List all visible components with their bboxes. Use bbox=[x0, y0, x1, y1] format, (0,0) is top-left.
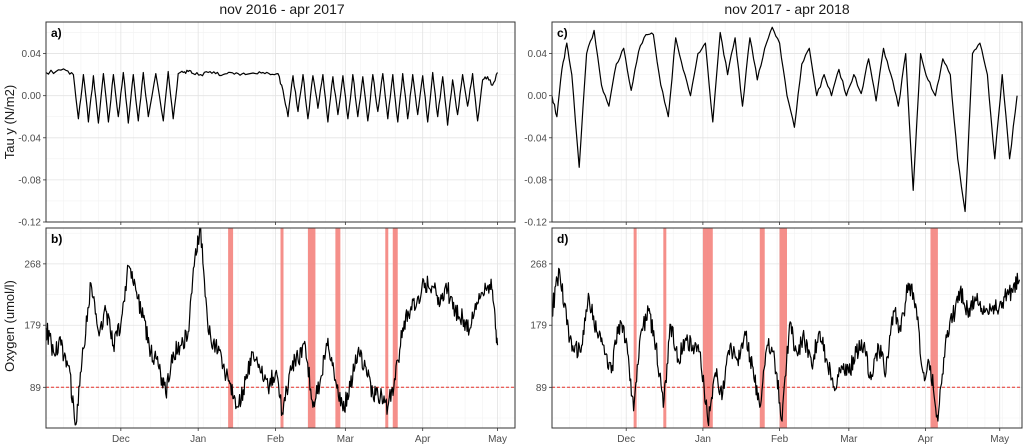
panel-a: DecJanFebMarAprMay0.040.00-0.04-0.08-0.1… bbox=[18, 21, 516, 239]
x-tick-label: Apr bbox=[918, 434, 934, 445]
x-tick-label: May bbox=[990, 434, 1009, 445]
x-tick-label: Dec bbox=[112, 434, 130, 445]
highlight-span bbox=[335, 228, 341, 428]
panel-c: DecJanFebMarAprMay0.040.00-0.04-0.08-0.1… bbox=[524, 21, 1023, 239]
y-tick-label: -0.08 bbox=[524, 175, 547, 186]
y-tick-label: -0.08 bbox=[18, 175, 41, 186]
y-tick-label: 89 bbox=[536, 383, 548, 394]
y-tick-label: 0.00 bbox=[528, 91, 548, 102]
series-line bbox=[45, 68, 499, 126]
y-tick-label: 268 bbox=[530, 259, 547, 270]
x-tick-label: Jan bbox=[695, 434, 711, 445]
ylabel-tau: Tau y (N/m2) bbox=[2, 85, 17, 159]
y-tick-label: 179 bbox=[24, 321, 41, 332]
series-line bbox=[45, 227, 499, 426]
panel-border bbox=[551, 227, 1023, 429]
panel-background bbox=[46, 22, 515, 222]
y-tick-label: 0.00 bbox=[22, 91, 42, 102]
highlight-span bbox=[702, 228, 713, 428]
panel-border bbox=[45, 21, 516, 223]
y-tick-label: 179 bbox=[530, 321, 547, 332]
y-tick-label: 268 bbox=[24, 259, 41, 270]
panel-b: Dec Jan Feb Mar Apr May 268 179 89 b) bbox=[24, 227, 516, 445]
highlight-span bbox=[759, 228, 765, 428]
panel-d: Dec Jan Feb Mar Apr May 268 179 89 d) bbox=[530, 227, 1023, 445]
highlight-span bbox=[385, 228, 389, 428]
series-line bbox=[551, 26, 1018, 213]
x-tick-label: Mar bbox=[840, 434, 858, 445]
column-title-right: nov 2017 - apr 2018 bbox=[724, 1, 850, 17]
highlight-span bbox=[633, 228, 637, 428]
highlight-span bbox=[392, 228, 398, 428]
highlight-span bbox=[307, 228, 316, 428]
y-tick-label: -0.12 bbox=[18, 218, 41, 229]
panel-background bbox=[552, 22, 1022, 222]
highlight-span bbox=[930, 228, 938, 428]
x-tick-label: Feb bbox=[267, 434, 285, 445]
panel-tag: a) bbox=[51, 26, 62, 40]
panel-tag: c) bbox=[557, 26, 568, 40]
panel-tag: d) bbox=[557, 232, 568, 246]
ylabel-oxygen: Oxygen (umol/l) bbox=[2, 280, 17, 372]
highlight-span bbox=[779, 228, 787, 428]
y-tick-label: -0.04 bbox=[18, 133, 41, 144]
series-line bbox=[551, 267, 1021, 427]
y-tick-label: 0.04 bbox=[22, 49, 42, 60]
y-tick-label: -0.04 bbox=[524, 133, 547, 144]
x-tick-label: Dec bbox=[617, 434, 635, 445]
x-tick-label: Mar bbox=[337, 434, 355, 445]
highlight-span bbox=[280, 228, 284, 428]
panel-tag: b) bbox=[51, 232, 62, 246]
x-tick-label: Apr bbox=[415, 434, 431, 445]
x-tick-label: May bbox=[488, 434, 507, 445]
highlight-span bbox=[663, 228, 667, 428]
y-tick-label: 89 bbox=[30, 383, 42, 394]
panel-border bbox=[45, 227, 516, 429]
highlight-span bbox=[228, 228, 234, 428]
y-tick-label: -0.12 bbox=[524, 218, 547, 229]
x-tick-label: Jan bbox=[190, 434, 206, 445]
panel-border bbox=[551, 21, 1023, 223]
column-title-left: nov 2016 - apr 2017 bbox=[219, 1, 345, 17]
y-tick-label: 0.04 bbox=[528, 49, 548, 60]
x-tick-label: Feb bbox=[771, 434, 789, 445]
